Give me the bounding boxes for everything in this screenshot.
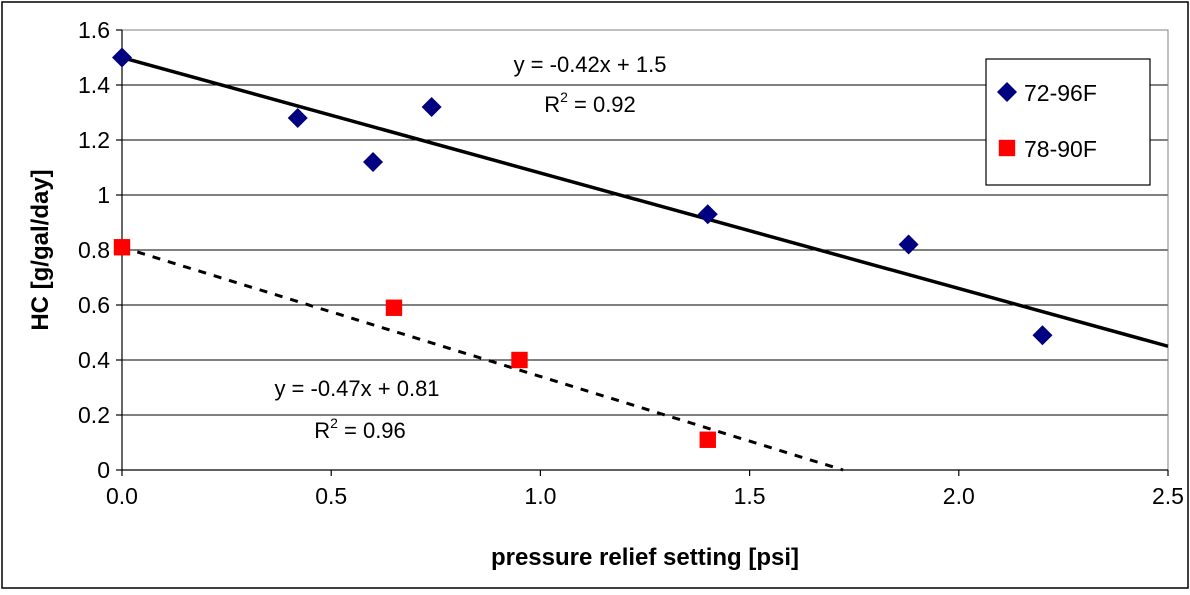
trendline-equations: y = -0.42x + 1.5R2 = 0.92y = -0.47x + 0.… bbox=[274, 52, 666, 443]
trendline-equation: y = -0.47x + 0.81 bbox=[274, 376, 439, 401]
legend: 72-96F 78-90F bbox=[985, 58, 1151, 186]
r-squared-superscript: 2 bbox=[330, 415, 338, 431]
r-squared-prefix: R bbox=[544, 92, 560, 117]
data-point-78-90F bbox=[699, 431, 716, 448]
data-point-78-90F bbox=[113, 239, 131, 256]
data-point-72-96F bbox=[287, 108, 308, 128]
r-squared-value: = 0.96 bbox=[338, 418, 406, 443]
y-axis-title: HC [g/gal/day] bbox=[27, 169, 54, 330]
y-tick-label: 0 bbox=[97, 457, 110, 483]
y-tick-label: 1.6 bbox=[78, 17, 110, 43]
x-tick-label: 2.5 bbox=[1152, 483, 1184, 509]
tick-labels: 0 0.2 0.4 0.6 0.8 1 1.2 1.4 1.6 0.0 0.5 1.0 1.5 2.0 2.… bbox=[78, 17, 1184, 509]
r-squared-prefix: R bbox=[314, 418, 330, 443]
x-tick-label: 0.0 bbox=[106, 483, 138, 509]
y-tick-label: 0.6 bbox=[78, 292, 110, 318]
r-squared-superscript: 2 bbox=[560, 89, 568, 105]
r-squared-label: R2 = 0.96 bbox=[314, 415, 406, 443]
y-tick-label: 0.2 bbox=[78, 402, 110, 428]
data-point-78-90F bbox=[511, 351, 528, 369]
r-squared-label: R2 = 0.92 bbox=[544, 89, 636, 117]
trendline-72-96F bbox=[121, 55, 1169, 348]
y-tick-label: 0.8 bbox=[78, 237, 110, 263]
y-tick-label: 1.4 bbox=[78, 72, 110, 98]
y-tick-label: 0.4 bbox=[78, 347, 110, 373]
data-point-72-96F bbox=[1032, 325, 1053, 346]
data-point-72-96F bbox=[697, 204, 718, 225]
data-point-78-90F bbox=[385, 299, 403, 316]
legend-label: 78-90F bbox=[1024, 136, 1097, 162]
x-axis-title: pressure relief setting [psi] bbox=[491, 544, 799, 571]
trendlines bbox=[121, 55, 1169, 472]
data-point-72-96F bbox=[898, 234, 919, 255]
y-tick-label: 1 bbox=[97, 182, 110, 208]
legend-box bbox=[985, 58, 1151, 186]
legend-marker-78-90F bbox=[998, 139, 1016, 157]
legend-marker-72-96F bbox=[997, 82, 1017, 102]
x-tick-label: 2.0 bbox=[943, 483, 975, 509]
data-points bbox=[112, 47, 1053, 448]
trendline-78-90F bbox=[121, 245, 844, 472]
y-tick-label: 1.2 bbox=[78, 127, 110, 153]
r-squared-value: = 0.92 bbox=[568, 92, 636, 117]
x-tick-label: 0.5 bbox=[315, 483, 347, 509]
data-point-72-96F bbox=[112, 47, 132, 68]
x-tick-label: 1.5 bbox=[734, 483, 766, 509]
legend-label: 72-96F bbox=[1024, 80, 1097, 106]
data-point-72-96F bbox=[363, 152, 384, 172]
data-point-72-96F bbox=[421, 97, 442, 117]
trendline-equation: y = -0.42x + 1.5 bbox=[514, 52, 667, 77]
x-tick-label: 1.0 bbox=[524, 483, 556, 509]
